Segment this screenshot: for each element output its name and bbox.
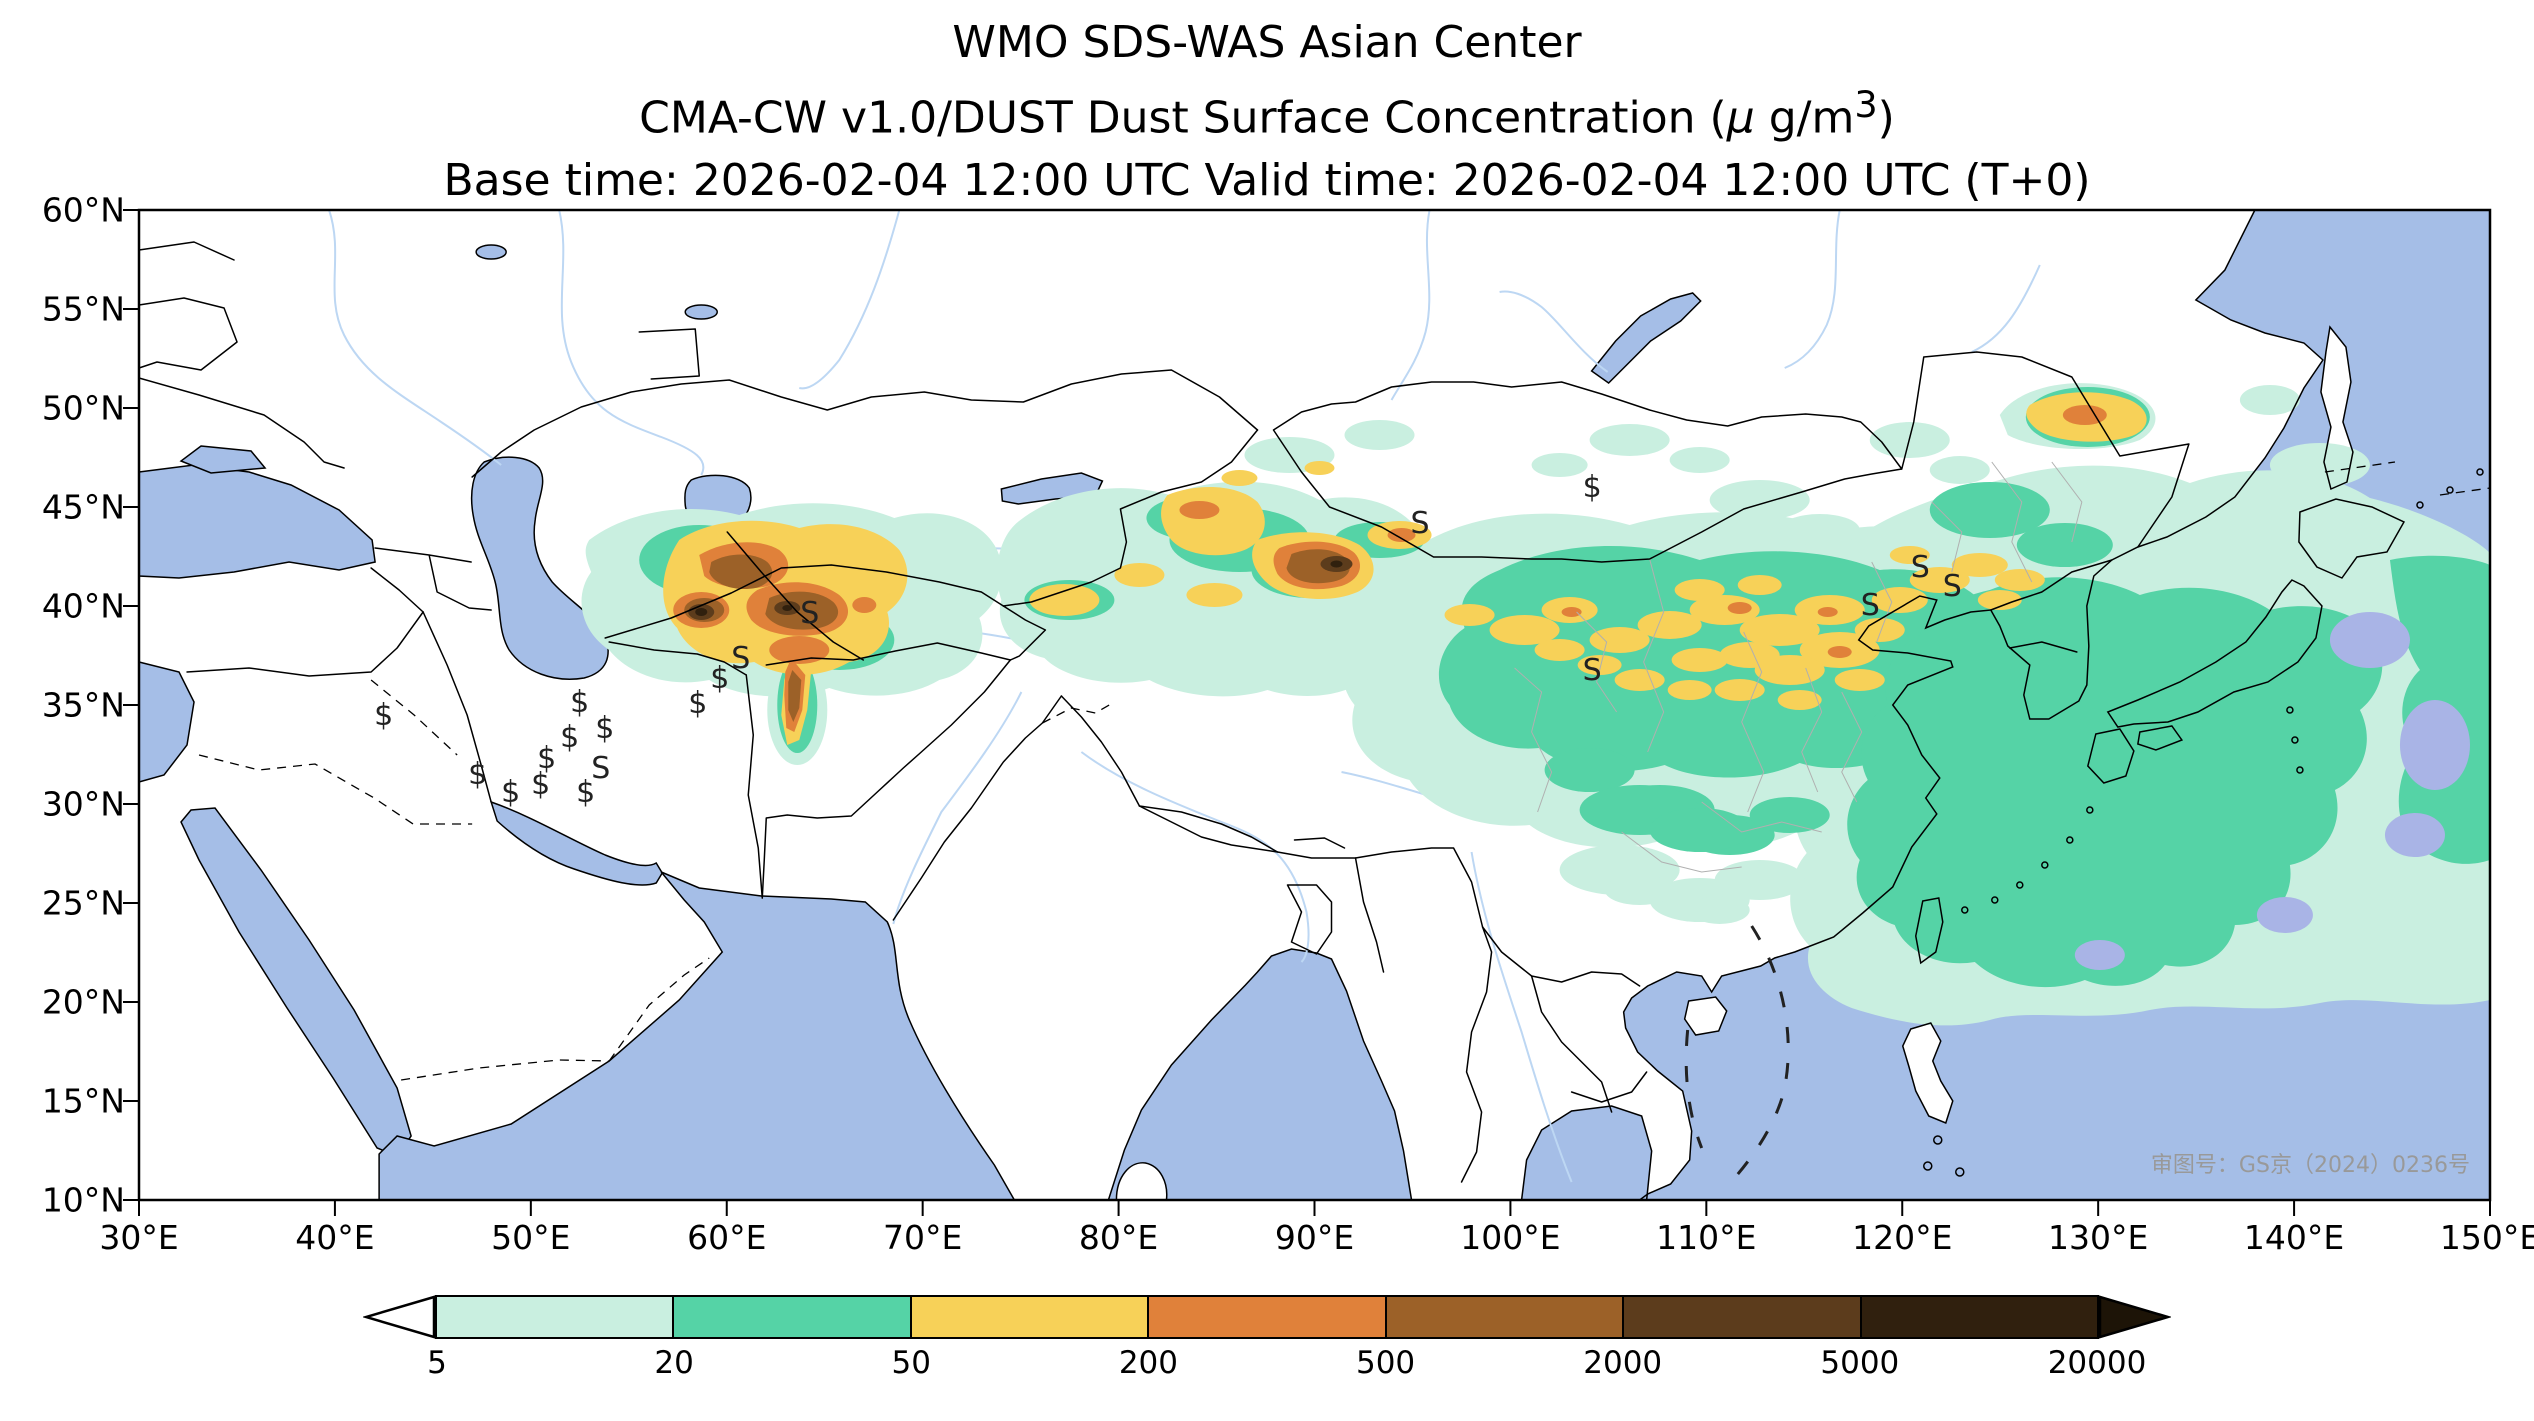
island-fills — [1116, 327, 2404, 1200]
colorbar-tick-label: 500 — [1355, 1345, 1416, 1381]
dust-source-marker: $ — [537, 741, 556, 776]
small-islands — [1923, 468, 2484, 1177]
y-axis-label: 20°N — [41, 982, 125, 1022]
colorbar-segment — [1149, 1297, 1387, 1337]
colorbar-segments: 5 20 50 200 500 2000 5000 20000 — [427, 1295, 2146, 1381]
y-axis-label: 15°N — [41, 1081, 125, 1121]
mu-symbol: μ — [1726, 92, 1755, 144]
dust-source-marker: $ — [374, 698, 393, 733]
colorbar-tick-label: 20000 — [2047, 1345, 2147, 1381]
x-axis-label: 140°E — [2243, 1218, 2345, 1257]
colorbar-segment — [674, 1297, 912, 1337]
dust-source-marker: $ — [570, 685, 589, 720]
colorbar-segment — [1624, 1297, 1862, 1337]
country-borders-layer — [138, 209, 2491, 1201]
y-axis-label: 55°N — [41, 289, 125, 329]
x-axis-label: 120°E — [1852, 1218, 1953, 1257]
dust-source-marker: $ — [576, 775, 595, 810]
colorbar-segment — [437, 1297, 675, 1337]
colorbar-left-arrow — [363, 1295, 435, 1339]
map-approval-number: 审图号：GS京（2024）0236号 — [2151, 1153, 2470, 1178]
x-axis-label: 100°E — [1460, 1218, 1561, 1257]
y-axis-label: 50°N — [41, 388, 125, 428]
province-borders-layer — [1514, 461, 2083, 873]
dust-source-marker: $ — [560, 720, 579, 755]
y-axis-label: 45°N — [41, 487, 125, 527]
x-axis-label: 90°E — [1274, 1218, 1355, 1257]
colorbar-tick-label: 20 — [654, 1345, 694, 1381]
dust-source-marker: S — [731, 641, 750, 676]
colorbar: 5 20 50 200 500 2000 5000 20000 — [363, 1295, 2171, 1381]
colorbar-segment — [1861, 1297, 2097, 1337]
dust-source-marker: $ — [468, 757, 487, 792]
y-axis-label: 25°N — [41, 883, 125, 923]
dust-source-marker: S — [1583, 653, 1602, 688]
dust-source-marker: S — [1911, 550, 1930, 585]
dust-source-marker: S — [1943, 569, 1962, 604]
titles: WMO SDS-WAS Asian Center CMA-CW v1.0/DUS… — [0, 12, 2534, 212]
dust-source-marker: $ — [1583, 470, 1602, 505]
y-axis-label: 30°N — [41, 784, 125, 824]
colorbar-segment — [1386, 1297, 1625, 1337]
colorbar-right-arrow — [2099, 1295, 2171, 1339]
dust-source-marker: S — [591, 751, 610, 786]
x-axis-label: 70°E — [882, 1218, 963, 1257]
dust-source-marker: S — [1411, 506, 1430, 541]
title-validtime: Base time: 2026-02-04 12:00 UTC Valid ti… — [443, 154, 2091, 206]
x-axis-label: 110°E — [1656, 1218, 1757, 1257]
title-center: WMO SDS-WAS Asian Center — [952, 17, 1582, 68]
colorbar-labels: 5 20 50 200 500 2000 5000 20000 — [427, 1345, 2146, 1385]
y-axis-label: 35°N — [41, 685, 125, 725]
x-axis-label: 60°E — [687, 1218, 767, 1257]
colorbar-tick-label: 5 — [427, 1345, 447, 1381]
x-axis-label: 30°E — [99, 1218, 179, 1257]
dust-source-marker: $ — [501, 775, 520, 810]
y-axis-label: 40°N — [41, 586, 125, 626]
dust-source-marker: $ — [688, 686, 707, 721]
dust-source-marker: $ — [595, 711, 614, 746]
dust-source-marker: S — [1861, 588, 1880, 623]
x-axis-label: 130°E — [2047, 1218, 2149, 1257]
colorbar-tick-label: 200 — [1118, 1345, 1179, 1381]
colorbar-tick-label: 5000 — [1820, 1345, 1900, 1381]
x-axis-label: 150°E — [2439, 1218, 2534, 1257]
x-axis-label: 50°E — [491, 1218, 571, 1257]
x-axis-label: 80°E — [1078, 1218, 1159, 1257]
dust-source-marker: $ — [710, 661, 729, 696]
x-axis-label: 40°E — [295, 1218, 375, 1257]
y-axis-label: 60°N — [41, 190, 125, 230]
y-axis-label: 10°N — [41, 1180, 125, 1220]
colorbar-tick-label: 2000 — [1583, 1345, 1663, 1381]
axis-ticks — [122, 209, 2492, 1216]
dust-source-marker: S — [800, 596, 819, 631]
title-product: CMA-CW v1.0/DUST Dust Surface Concentrat… — [639, 83, 1895, 144]
colorbar-segment — [911, 1297, 1150, 1337]
map-frame — [137, 208, 2492, 1202]
colorbar-tick-label: 50 — [891, 1345, 932, 1381]
dust-source-marker: $ — [531, 767, 550, 802]
